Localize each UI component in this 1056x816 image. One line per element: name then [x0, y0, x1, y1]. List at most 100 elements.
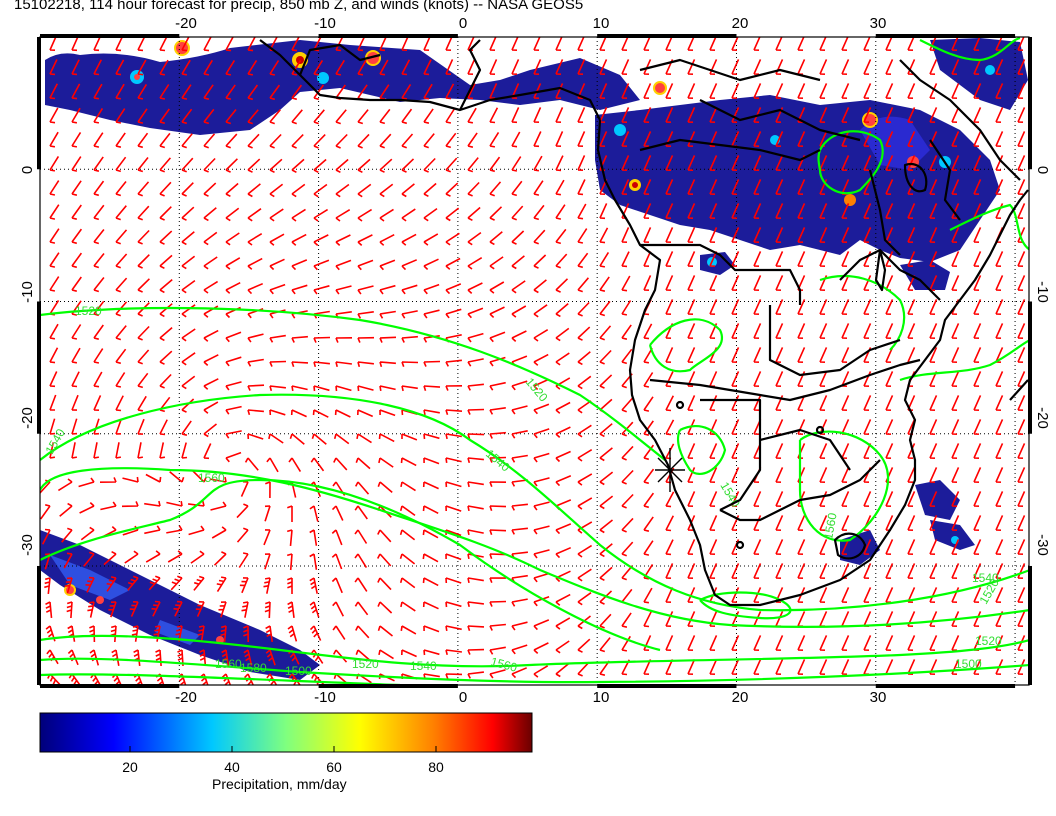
wind-barb	[885, 59, 894, 75]
y-tick-label: -30	[1034, 534, 1051, 556]
wind-barb	[841, 107, 850, 123]
wind-barb	[213, 551, 227, 566]
wind-barb	[533, 452, 550, 463]
wind-barb	[797, 203, 806, 219]
wind-barb	[511, 131, 521, 148]
wind-barb	[467, 107, 477, 124]
wind-barb	[621, 517, 634, 533]
wind-barb	[378, 649, 394, 660]
wind-barb	[687, 323, 696, 339]
wind-barb	[467, 505, 484, 512]
wind-barbs	[40, 37, 1026, 685]
wind-barb	[137, 132, 149, 149]
wind-barb	[489, 407, 506, 415]
wind-barb	[93, 418, 100, 435]
wind-barb	[225, 281, 241, 294]
wind-barb	[151, 600, 161, 617]
wind-barb	[731, 299, 740, 315]
wind-barb	[1017, 395, 1026, 411]
wind-barb	[49, 394, 57, 411]
wind-barb	[71, 107, 81, 124]
wind-barb	[203, 59, 213, 76]
wind-barb	[71, 276, 82, 292]
wind-barb	[489, 356, 506, 367]
wind-barb	[49, 228, 60, 244]
wind-barb	[467, 433, 485, 439]
wind-barb	[643, 275, 652, 291]
wind-barb	[599, 447, 613, 462]
wind-barb	[291, 183, 306, 198]
frame-tick-bar	[40, 684, 180, 688]
wind-barb	[401, 108, 413, 125]
wind-barb	[819, 395, 828, 411]
wind-barb	[665, 227, 674, 243]
wind-barb	[467, 83, 476, 100]
y-axis-left: 0 -10 -20 -30	[19, 166, 36, 556]
wind-barb	[885, 83, 894, 99]
y-tick-label: -10	[19, 281, 36, 303]
wind-barb	[995, 563, 1004, 579]
wind-barb	[929, 419, 938, 435]
wind-barb	[929, 467, 938, 483]
wind-barb	[400, 481, 416, 492]
wind-barb	[379, 133, 392, 149]
wind-barb	[819, 539, 828, 555]
wind-barb	[753, 83, 762, 99]
height-contours	[40, 37, 1029, 685]
wind-barb	[841, 299, 850, 315]
wind-barb	[555, 475, 572, 487]
wind-barb	[99, 477, 117, 483]
wind-barb	[951, 179, 960, 195]
wind-barb	[287, 625, 298, 642]
wind-barb	[269, 385, 286, 392]
wind-barb	[511, 107, 520, 124]
wind-barb	[401, 233, 417, 246]
x-tick-label: 30	[870, 15, 887, 32]
wind-barb	[244, 457, 259, 471]
wind-barb	[929, 203, 938, 219]
wind-barb	[137, 372, 149, 389]
wind-barb	[643, 468, 655, 485]
wind-barb	[907, 251, 916, 267]
wind-barb	[45, 601, 53, 618]
frame-tick-bar	[318, 34, 458, 38]
wind-barb	[687, 467, 696, 483]
wind-barb	[1017, 347, 1026, 363]
wind-barb	[907, 203, 916, 219]
wind-barb	[335, 133, 348, 149]
wind-barb	[621, 541, 634, 557]
wind-barb	[797, 347, 806, 363]
wind-barb	[175, 625, 183, 642]
frame-tick-bar	[875, 34, 1016, 38]
wind-barb	[599, 637, 611, 653]
wind-barb	[577, 400, 592, 414]
wind-barb	[951, 323, 960, 339]
wind-barb	[995, 203, 1004, 219]
wind-barb	[93, 371, 103, 388]
wind-barb	[467, 206, 481, 222]
frame-ticks	[37, 34, 1032, 688]
wind-barb	[973, 515, 982, 531]
wind-barb	[203, 354, 219, 366]
wind-barb	[665, 515, 675, 532]
wind-barb	[1017, 83, 1026, 99]
wind-barb	[331, 529, 343, 546]
wind-barb	[973, 155, 982, 171]
wind-barb	[599, 495, 614, 510]
wind-barb	[467, 408, 485, 415]
location-marker	[655, 448, 685, 492]
wind-barb	[863, 299, 872, 315]
wind-barb	[841, 515, 850, 531]
wind-barb	[313, 361, 330, 368]
wind-barb	[555, 663, 569, 678]
wind-barb	[269, 208, 284, 222]
frame-tick-bar	[597, 684, 737, 688]
wind-barb	[238, 552, 249, 568]
wind-barb	[115, 229, 128, 245]
wind-barb	[287, 577, 293, 594]
wind-barb	[211, 526, 227, 539]
frame-tick-bar	[318, 684, 458, 688]
wind-barb	[511, 598, 528, 607]
wind-barb	[951, 515, 960, 531]
wind-barb	[291, 233, 307, 246]
